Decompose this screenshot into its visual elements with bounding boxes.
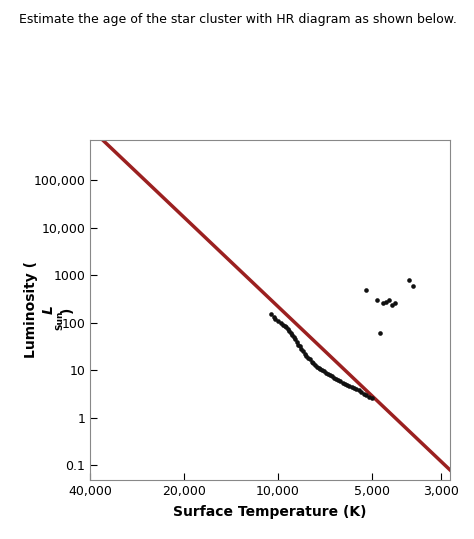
Point (392, 299, 399, 307)
Point (326, 371, 334, 379)
Point (287, 329, 294, 338)
Point (350, 384, 358, 392)
Point (363, 285, 370, 294)
Point (346, 381, 353, 390)
Point (353, 385, 360, 393)
Point (317, 365, 324, 374)
Text: ): ) (60, 307, 73, 313)
Point (341, 379, 348, 388)
Point (379, 299, 387, 307)
Point (274, 316, 282, 325)
Point (324, 369, 332, 378)
Point (374, 295, 381, 304)
Point (296, 342, 304, 351)
Point (301, 350, 309, 358)
Point (304, 354, 312, 363)
Text: Estimate the age of the star cluster with HR diagram as shown below.: Estimate the age of the star cluster wit… (19, 13, 457, 26)
Point (285, 327, 293, 335)
Point (388, 300, 396, 309)
Point (293, 337, 301, 346)
Point (294, 340, 302, 349)
Point (288, 331, 296, 340)
Point (290, 333, 297, 342)
Point (343, 381, 351, 389)
Point (270, 313, 278, 322)
Point (267, 310, 275, 319)
Point (311, 361, 319, 369)
Point (405, 275, 413, 284)
Point (355, 386, 363, 395)
Point (335, 376, 342, 384)
Point (337, 377, 344, 385)
Point (385, 296, 393, 305)
Point (368, 394, 375, 403)
Point (409, 281, 416, 290)
Point (280, 321, 287, 329)
Point (272, 315, 279, 323)
Point (328, 372, 336, 381)
Point (313, 362, 320, 371)
Point (292, 335, 299, 344)
Point (363, 391, 370, 399)
Point (320, 367, 328, 376)
Point (302, 352, 310, 361)
X-axis label: Surface Temperature (K): Surface Temperature (K) (173, 505, 367, 519)
Point (376, 329, 384, 338)
Point (308, 358, 315, 367)
Point (310, 359, 317, 368)
Text: L: L (42, 306, 55, 314)
Point (306, 355, 314, 364)
Point (365, 392, 373, 401)
Point (283, 323, 290, 332)
Point (339, 378, 346, 387)
Point (277, 319, 284, 327)
Point (299, 347, 307, 356)
Point (348, 383, 356, 391)
Point (284, 324, 292, 333)
Point (281, 322, 289, 330)
Point (360, 390, 368, 398)
Point (322, 368, 330, 377)
Text: Luminosity (: Luminosity ( (24, 261, 37, 358)
Point (319, 366, 326, 375)
Point (357, 388, 365, 396)
Point (332, 375, 340, 384)
Point (298, 345, 305, 354)
Point (330, 374, 338, 382)
Text: Sun: Sun (55, 310, 64, 330)
Point (315, 364, 322, 372)
Point (382, 298, 390, 306)
